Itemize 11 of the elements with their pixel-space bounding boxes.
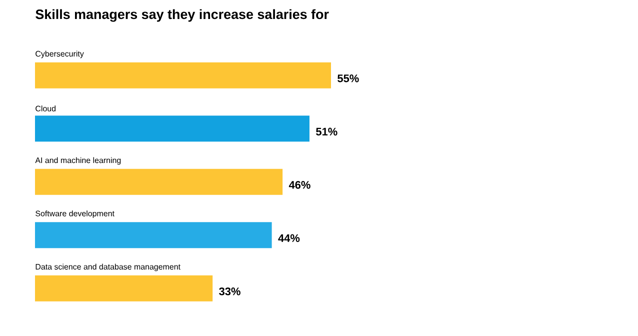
bar — [35, 222, 272, 248]
bar — [35, 62, 331, 88]
bar — [35, 116, 310, 142]
data-label: 55% — [338, 74, 359, 82]
bar — [35, 275, 213, 302]
chart-title: Skills managers say they increase salaries for — [36, 9, 329, 22]
data-label: 33% — [219, 288, 240, 296]
data-label: 44% — [278, 234, 300, 242]
data-label: 46% — [288, 181, 310, 189]
bar — [35, 168, 283, 195]
data-label: 51% — [316, 128, 338, 136]
